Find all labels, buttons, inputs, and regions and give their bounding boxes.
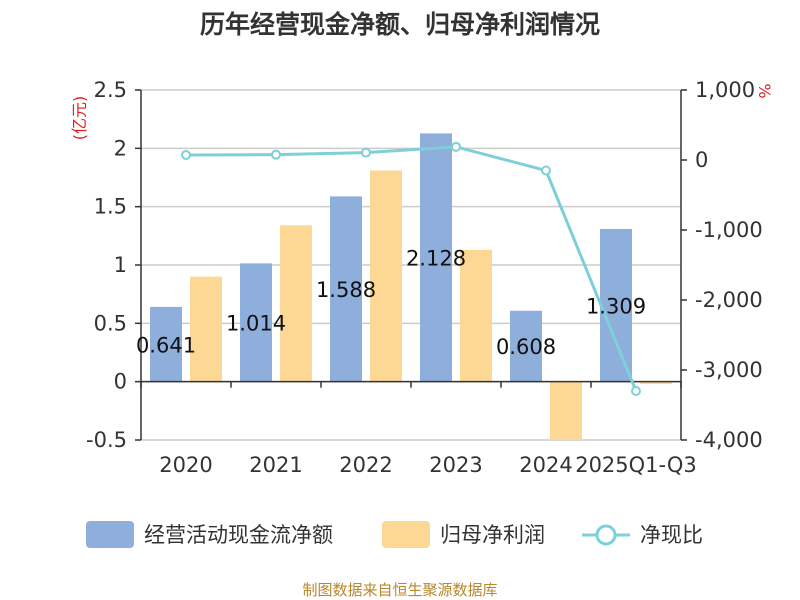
data-labels: 0.641 1.014 1.588 2.128 0.608 1.309 bbox=[136, 247, 646, 360]
ratio-line bbox=[181, 141, 641, 396]
bar-cash-5 bbox=[600, 228, 632, 382]
legend-label-profit: 归母净利润 bbox=[440, 523, 545, 547]
ratio-point-5 bbox=[631, 386, 641, 396]
legend-label-ratio: 净现比 bbox=[640, 523, 703, 547]
left-tick-label-4: 0.5 bbox=[94, 311, 127, 335]
tick-labels: 2.5 2 1.5 1 0.5 0 -0.5 1,000 0 -1,000 -2,000 -3,000… bbox=[86, 78, 763, 477]
bar-cash-4 bbox=[510, 310, 542, 382]
left-tick-label-5: 0 bbox=[114, 370, 127, 394]
bar-profit-1 bbox=[280, 225, 312, 382]
ratio-point-2 bbox=[361, 147, 371, 158]
chart-title: 历年经营现金净额、归母净利润情况 bbox=[200, 10, 600, 39]
right-tick-label-4: -3,000 bbox=[695, 358, 763, 382]
legend-label-cash: 经营活动现金流净额 bbox=[144, 523, 333, 547]
data-label-cash-4: 0.608 bbox=[496, 335, 556, 359]
legend-swatch-ratio-marker bbox=[595, 524, 617, 546]
data-label-cash-0: 0.641 bbox=[136, 333, 196, 357]
ratio-point-3 bbox=[451, 141, 461, 152]
right-tick-label-3: -2,000 bbox=[695, 288, 763, 312]
ratio-polyline bbox=[185, 145, 638, 392]
legend: 经营活动现金流净额 归母净利润 净现比 bbox=[86, 521, 703, 548]
right-tick-label-1: 0 bbox=[695, 148, 708, 172]
axes bbox=[135, 89, 687, 441]
bars bbox=[150, 133, 672, 440]
bar-profit-2 bbox=[370, 170, 402, 382]
left-tick-label-6: -0.5 bbox=[86, 428, 127, 452]
x-tick-label-5: 2025Q1-Q3 bbox=[575, 453, 697, 477]
ratio-point-0 bbox=[181, 150, 191, 161]
x-tick-label-4: 2024 bbox=[519, 453, 572, 477]
source-note: 制图数据来自恒生聚源数据库 bbox=[302, 581, 497, 599]
x-tick-label-3: 2023 bbox=[429, 453, 482, 477]
bar-profit-5 bbox=[640, 381, 672, 384]
legend-swatch-profit bbox=[382, 521, 430, 548]
bar-cash-2 bbox=[330, 196, 362, 382]
bar-cash-0 bbox=[150, 306, 182, 382]
legend-swatch-cash bbox=[86, 521, 134, 548]
data-label-cash-2: 1.588 bbox=[316, 278, 376, 302]
right-tick-label-2: -1,000 bbox=[695, 218, 763, 242]
right-axis-unit: % bbox=[755, 83, 774, 98]
bar-cash-1 bbox=[240, 263, 272, 382]
data-label-cash-3: 2.128 bbox=[406, 247, 466, 271]
x-tick-label-0: 2020 bbox=[159, 453, 212, 477]
ratio-point-4 bbox=[541, 165, 551, 176]
bar-profit-4 bbox=[550, 381, 582, 440]
data-label-cash-1: 1.014 bbox=[226, 312, 286, 336]
left-tick-label-0: 2.5 bbox=[94, 78, 127, 102]
x-tick-label-2: 2022 bbox=[339, 453, 392, 477]
bar-profit-0 bbox=[190, 276, 222, 382]
x-tick-label-1: 2021 bbox=[249, 453, 302, 477]
bar-profit-3 bbox=[460, 249, 492, 382]
left-axis-unit: (亿元) bbox=[70, 96, 89, 141]
left-tick-label-2: 1.5 bbox=[94, 195, 127, 219]
right-tick-label-5: -4,000 bbox=[695, 428, 763, 452]
bar-cash-3 bbox=[420, 133, 452, 382]
left-tick-label-1: 2 bbox=[114, 136, 127, 160]
ratio-point-1 bbox=[271, 149, 281, 160]
right-tick-label-0: 1,000 bbox=[695, 78, 755, 102]
data-label-cash-5: 1.309 bbox=[586, 294, 646, 318]
left-tick-label-3: 1 bbox=[114, 253, 127, 277]
